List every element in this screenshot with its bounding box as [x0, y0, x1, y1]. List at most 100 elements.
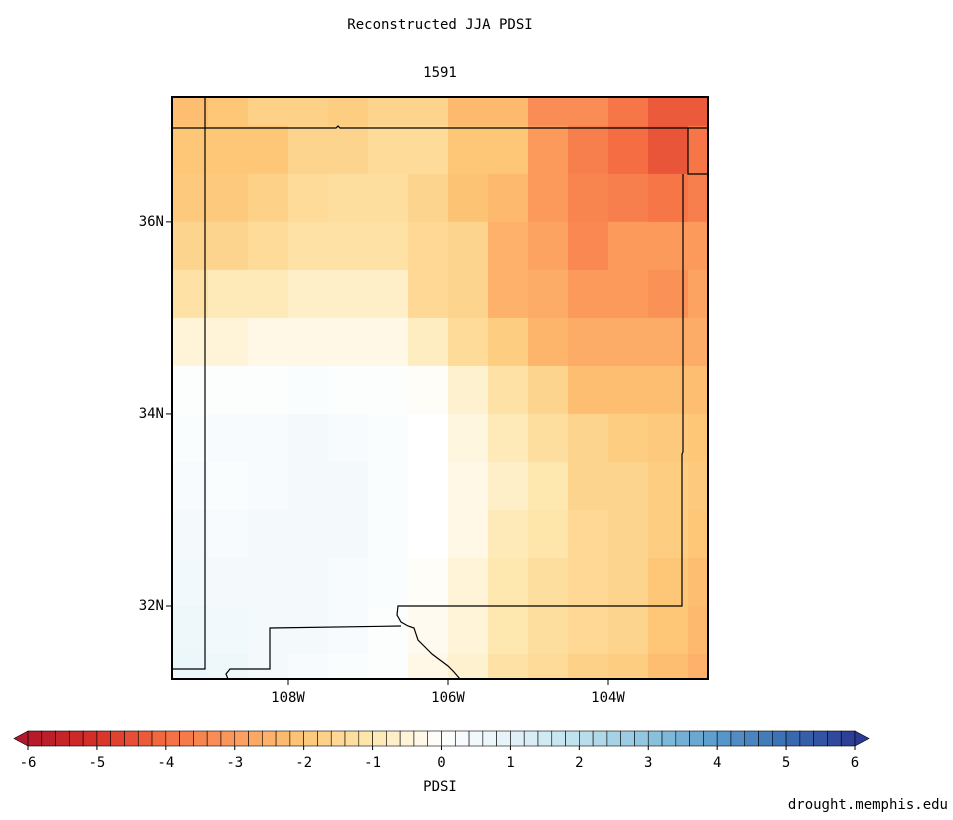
grid-cell [208, 317, 249, 367]
border [687, 128, 708, 175]
map-title: Reconstructed JJA PDSI [347, 17, 532, 33]
grid-cell [368, 606, 409, 655]
grid-cell [528, 509, 569, 559]
grid-cell [448, 269, 489, 319]
colorbar-segment [730, 730, 746, 747]
grid-cell [172, 317, 209, 367]
grid-cell [488, 365, 529, 415]
grid-cell [648, 606, 689, 655]
grid-cell [328, 97, 369, 127]
colorbar-segment [96, 730, 111, 747]
grid-cell [328, 365, 369, 415]
grid-cell [172, 413, 209, 463]
grid-cell [448, 557, 489, 607]
grid-cell [368, 413, 409, 463]
y-tick-label: 36N [139, 214, 164, 230]
grid-cell [528, 365, 569, 415]
grid-cell [568, 97, 609, 127]
grid-cell [408, 654, 449, 679]
grid-cell [368, 125, 409, 175]
colorbar-segment [703, 730, 718, 747]
grid-cell [172, 173, 209, 223]
grid-cell [208, 125, 249, 175]
grid-cell [648, 221, 689, 271]
grid-cell [648, 317, 689, 367]
grid-cell [288, 509, 329, 559]
colorbar: -6 -5 -4 -3 -2 -1 0 1 2 3 4 5 6 [13, 730, 870, 771]
colorbar-tick-label: -4 [157, 755, 174, 771]
grid-cell [528, 221, 569, 271]
grid-cell [248, 654, 289, 679]
colorbar-segment [262, 730, 277, 747]
grid-cell [488, 173, 529, 223]
grid-cell [208, 461, 249, 511]
colorbar-label: PDSI [423, 779, 457, 795]
grid-cell [172, 125, 209, 175]
grid-cell [608, 509, 649, 559]
colorbar-arrow [854, 730, 870, 747]
colorbar-tick-label: -6 [20, 755, 37, 771]
grid-cell [528, 654, 569, 679]
colorbar-segment [647, 730, 663, 747]
colorbar-segment [606, 730, 621, 747]
colorbar-tick-label: 6 [851, 755, 859, 771]
grid-cell [248, 269, 289, 319]
colorbar-segment [579, 730, 594, 747]
grid-cell [328, 269, 369, 319]
grid-cell [608, 413, 649, 463]
grid-cell [408, 509, 449, 559]
grid-cell [328, 125, 369, 175]
grid-cell [648, 97, 689, 127]
colorbar-segment [358, 730, 373, 747]
colorbar-segment [565, 730, 580, 747]
colorbar-segment [537, 730, 553, 747]
colorbar-segment [275, 730, 291, 747]
colorbar-segment [523, 730, 539, 747]
colorbar-segment [303, 730, 318, 747]
grid-cell [328, 317, 369, 367]
colorbar-tick-label: -1 [364, 755, 381, 771]
grid-cell [688, 97, 708, 127]
grid-cell [688, 557, 708, 607]
grid-cell [248, 606, 289, 655]
grid-cell [568, 606, 609, 655]
grid-cell [288, 125, 329, 175]
colorbar-segment [744, 730, 759, 747]
state-borders [172, 97, 708, 679]
grid-cell [328, 221, 369, 271]
grid-cell [408, 173, 449, 223]
grid-cell [248, 365, 289, 415]
grid-cell [248, 97, 289, 127]
grid-cell [488, 413, 529, 463]
grid-cell [528, 317, 569, 367]
colorbar-tick-label: 2 [575, 755, 583, 771]
border [225, 625, 402, 679]
grid-cell [208, 97, 249, 127]
grid-cell [568, 461, 609, 511]
grid-cell [448, 221, 489, 271]
colorbar-segment [41, 730, 56, 747]
grid-cell [688, 606, 708, 655]
grid-cell [172, 654, 209, 679]
grid-cell [408, 606, 449, 655]
grid-cell [608, 173, 649, 223]
grid-cell [208, 654, 249, 679]
grid-cell [208, 269, 249, 319]
colorbar-segment [551, 730, 566, 747]
grid-cell [488, 221, 529, 271]
colorbar-segment [510, 730, 525, 747]
colorbar-segment [785, 730, 801, 747]
grid-cell [688, 365, 708, 415]
grid-cell [528, 125, 569, 175]
colorbar-segment [413, 730, 429, 747]
grid-cell [608, 365, 649, 415]
grid-cell [488, 606, 529, 655]
grid-cell [368, 97, 409, 127]
colorbar-segment [386, 730, 401, 747]
grid-cell [448, 413, 489, 463]
colorbar-segment [193, 730, 208, 747]
grid-cell [608, 557, 649, 607]
grid-cell [568, 557, 609, 607]
grid-cell [488, 317, 529, 367]
